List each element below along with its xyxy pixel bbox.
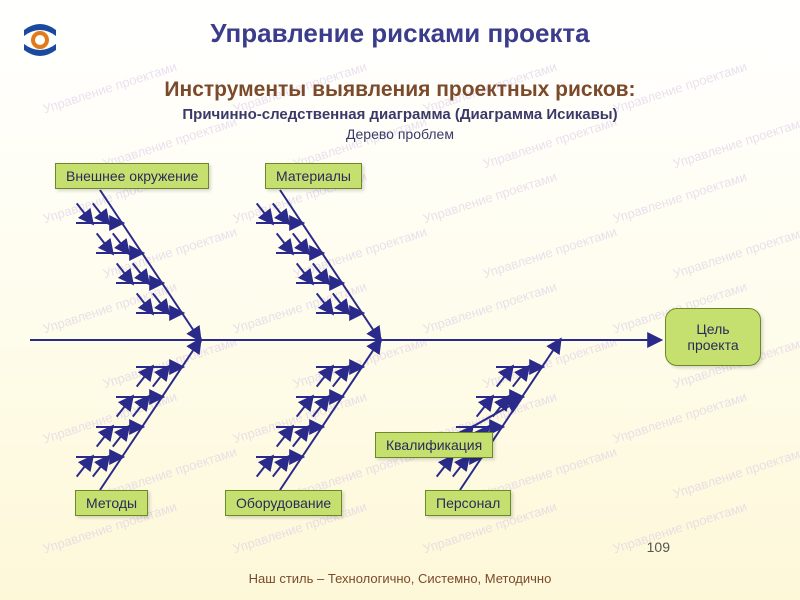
page-number: 109 xyxy=(647,539,670,555)
category-box-materials: Материалы xyxy=(265,163,362,189)
category-box-personnel: Персонал xyxy=(425,490,511,516)
category-box-external-env: Внешнее окружение xyxy=(55,163,209,189)
goal-box: Цель проекта xyxy=(665,308,761,366)
footer-motto: Наш стиль – Технологично, Системно, Мето… xyxy=(0,571,800,586)
category-box-equipment: Оборудование xyxy=(225,490,342,516)
category-box-methods: Методы xyxy=(75,490,148,516)
subcategory-box-qualification: Квалификация xyxy=(375,432,493,458)
